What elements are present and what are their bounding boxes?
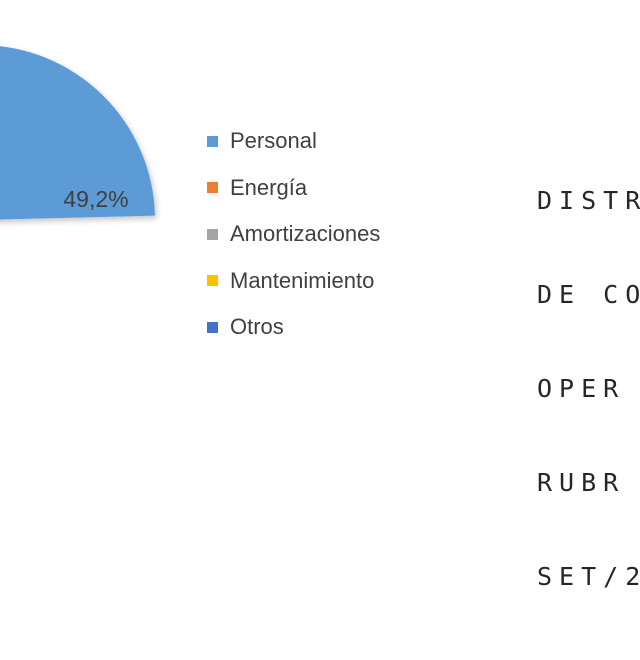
chart-title-line: DE CO xyxy=(537,280,640,309)
pie-chart: 49,2% Personal Energía Amortizaciones Ma… xyxy=(0,46,640,589)
legend-label-mantenimiento: Mantenimiento xyxy=(230,267,375,293)
legend-item-amortizaciones: Amortizaciones xyxy=(207,211,380,258)
legend-label-energia: Energía xyxy=(230,174,308,200)
legend-swatch-mantenimiento xyxy=(207,275,218,287)
legend-item-personal: Personal xyxy=(207,118,380,165)
pie-plot-area: 49,2% xyxy=(0,46,155,220)
legend-label-amortizaciones: Amortizaciones xyxy=(230,221,381,247)
legend-swatch-energia xyxy=(207,182,218,194)
legend-item-mantenimiento: Mantenimiento xyxy=(207,258,380,305)
legend-swatch-otros xyxy=(207,321,218,333)
legend-item-energia: Energía xyxy=(207,165,380,212)
pie-slice-personal xyxy=(0,46,155,220)
chart-title-line: DISTR xyxy=(537,186,640,215)
chart-title-line: RUBR xyxy=(537,468,626,497)
legend-swatch-personal xyxy=(207,135,218,147)
legend-label-personal: Personal xyxy=(230,128,317,154)
legend-item-otros: Otros xyxy=(207,304,380,351)
chart-title-line: OPER xyxy=(537,374,626,403)
data-label-personal: 49,2% xyxy=(63,186,128,212)
chart-title: DISTR DE CO OPER RUBR SET/2 xyxy=(537,138,640,658)
legend-label-otros: Otros xyxy=(230,314,284,340)
legend-swatch-amortizaciones xyxy=(207,228,218,240)
chart-title-line: SET/2 xyxy=(537,562,640,591)
legend: Personal Energía Amortizaciones Mantenim… xyxy=(207,118,380,351)
